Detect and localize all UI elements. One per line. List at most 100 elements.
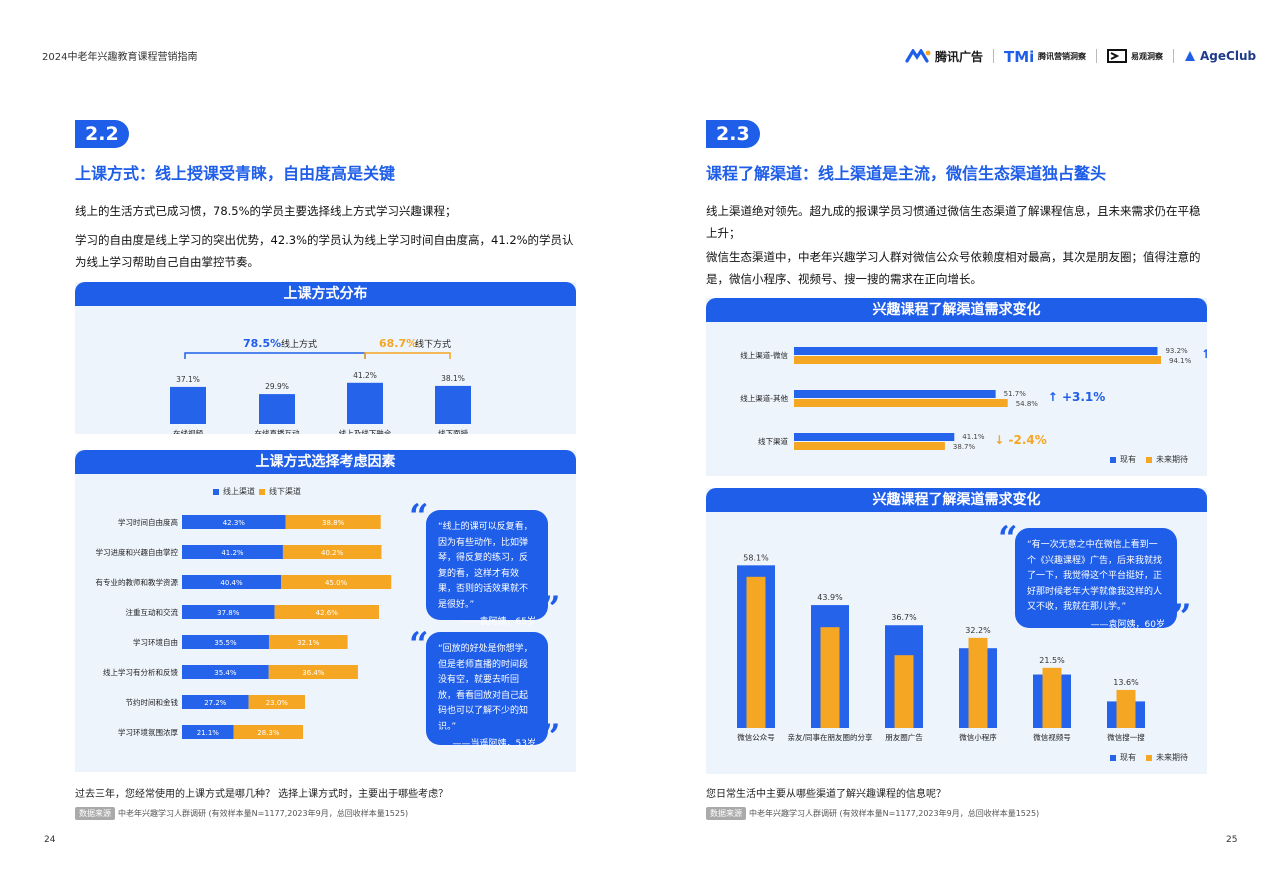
- bar: [435, 385, 471, 424]
- bar-online: [182, 665, 269, 679]
- bar-value-label: 38.7%: [953, 443, 976, 451]
- wechat-legend: 现有 未来期待: [1110, 752, 1188, 763]
- category-label: 学习时间自由度高: [118, 517, 178, 527]
- section-title: 课程了解渠道：线上渠道是主流，微信生态渠道独占鳌头: [706, 164, 1107, 183]
- bar-value-label: 29.9%: [265, 382, 289, 391]
- category-label: 学习环境氛围浓厚: [118, 727, 178, 737]
- quote-open-icon: “: [409, 497, 429, 537]
- quote-open-icon: “: [409, 625, 429, 665]
- legend-now: 现有: [1120, 455, 1136, 464]
- survey-question: 过去三年，您经常使用的上课方式是哪几种？ 选择上课方式时，主要出于哪些考虑？: [75, 789, 449, 800]
- page-number: 25: [1226, 835, 1238, 845]
- bar-future: [1116, 689, 1136, 728]
- change-label: ↓ -2.4%: [994, 433, 1047, 447]
- bar-value-label: 38.8%: [322, 519, 345, 527]
- quote-card: “有一次无意之中在微信上看到一个《兴趣课程》广告，后来我就找了一下，我觉得这个平…: [1015, 528, 1177, 630]
- bar-online: [182, 575, 281, 589]
- tencent-ads-label: 腾讯广告: [935, 49, 984, 64]
- bar-online: [182, 635, 269, 649]
- tencent-ads-logo: 腾讯广告: [905, 48, 983, 65]
- factors-panel: 上课方式选择考虑因素 线上渠道 线下渠道 学习时间自由度高 42.3% 38.8% 学…: [75, 450, 576, 772]
- ageclub-logo: AgeClub: [1184, 49, 1256, 63]
- quote-author: ——袁阿姨，60岁: [1090, 619, 1165, 630]
- bar-value-label: 93.2%: [1165, 347, 1188, 355]
- bar-value-label: 41.2%: [353, 371, 377, 380]
- offline-label: 线下方式: [415, 338, 451, 350]
- panel-title: 上课方式分布: [75, 282, 576, 306]
- source-tag: 数据来源: [75, 807, 115, 820]
- factors-legend: 线上渠道 线下渠道: [213, 486, 301, 497]
- source-text: 中老年兴趣学习人群调研 (有效样本量N=1177,2023年9月，总回收样本量1…: [118, 809, 409, 818]
- bar-online: [182, 605, 275, 619]
- class-mode-panel: 上课方式分布 78.5% 线上方式 68.7% 线下方式 37.1% 在线视频 29…: [75, 282, 576, 434]
- bar-value-label: 23.0%: [266, 699, 289, 707]
- quote-close-icon: ”: [541, 717, 561, 757]
- legend-swatch-now: [1110, 456, 1116, 463]
- bar-value-label: 41.2%: [221, 549, 244, 557]
- panel-title: 兴趣课程了解渠道需求变化: [706, 298, 1207, 322]
- bar-value-label: 45.0%: [325, 579, 348, 587]
- tencent-ads-icon: [905, 49, 931, 63]
- category-label: 线上渠道-微信: [740, 350, 788, 360]
- legend-now: 现有: [1120, 753, 1136, 762]
- quote-text: “有一次无意之中在微信上看到一个《兴趣课程》广告，后来我就找了一下，我觉得这个平…: [1027, 540, 1163, 612]
- bar-value-label: 36.7%: [891, 613, 917, 622]
- intro-paragraph-1: 线上渠道绝对领先。超九成的报课学员习惯通过微信生态渠道了解课程信息，且未来需求仍…: [706, 204, 1201, 240]
- bar-future: [894, 655, 914, 728]
- quote-card-1: “线上的课可以反复看，因为有些动作，比如弹琴，得反复的练习，反复的看，这样才有效…: [426, 510, 548, 627]
- panel-title: 上课方式选择考虑因素: [75, 450, 576, 474]
- tmi-label: 腾讯营销洞察: [1038, 51, 1087, 61]
- legend-online: 线上渠道: [223, 487, 255, 496]
- category-label: 微信小程序: [959, 732, 997, 742]
- document-title: 2024中老年兴趣教育课程营销指南: [42, 52, 198, 63]
- bar-value-label: 41.1%: [962, 433, 985, 441]
- bar-value-label: 42.3%: [223, 519, 246, 527]
- category-label: 朋友圈广告: [885, 732, 923, 742]
- bar: [347, 382, 383, 424]
- intro-paragraph-2: 微信生态渠道中，中老年兴趣学习人群对微信公众号依赖度相对最高，其次是朋友圈；值得…: [706, 250, 1201, 286]
- ageclub-icon: [1185, 51, 1196, 61]
- legend-swatch-future: [1146, 456, 1152, 463]
- bar: [259, 394, 295, 424]
- bar-offline: [268, 635, 348, 649]
- bar-value-label: 21.1%: [197, 729, 220, 737]
- channel-change-chart: 线上渠道-微信 93.2% 94.1% ↑ +0.9% 线上渠道-其他 51.7% 54.8…: [740, 347, 1207, 451]
- bar-value-label: 94.1%: [1169, 357, 1192, 365]
- bar-value-label: 32.2%: [965, 626, 991, 635]
- category-label: 微信视频号: [1033, 732, 1071, 742]
- bar-value-label: 27.2%: [204, 699, 227, 707]
- category-label: 学习环境自由: [133, 637, 178, 647]
- bar-future: [746, 576, 766, 728]
- category-label: 在线视频: [173, 428, 203, 434]
- svg-text:TMi: TMi: [1004, 48, 1034, 64]
- bar-future: [968, 637, 988, 728]
- legend-future: 未来期待: [1156, 753, 1188, 762]
- category-label: 亲友/同事在朋友圈的分享: [787, 732, 873, 742]
- eguan-logo: 易观洞察: [1107, 49, 1163, 63]
- eguan-label: 易观洞察: [1131, 51, 1164, 61]
- bar-offline: [268, 665, 358, 679]
- bar-now: [794, 390, 996, 398]
- quote-author: ——当遥阿姨，53岁: [452, 739, 536, 749]
- intro-paragraph-2: 学习的自由度是线上学习的突出优势，42.3%的学员认为线上学习时间自由度高，41…: [75, 233, 574, 269]
- bar-value-label: 43.9%: [817, 593, 843, 602]
- bar-future: [794, 356, 1161, 364]
- bar-value-label: 13.6%: [1113, 678, 1139, 687]
- source-text: 中老年兴趣学习人群调研 (有效样本量N=1177,2023年9月，总回收样本量1…: [749, 809, 1040, 818]
- bar-offline: [274, 605, 379, 619]
- class-mode-chart: 78.5% 线上方式 68.7% 线下方式 37.1% 在线视频 29.9% 在线直播…: [170, 337, 471, 434]
- bar-online: [182, 725, 234, 739]
- bar-value-label: 54.8%: [1016, 400, 1039, 408]
- category-label: 微信搜一搜: [1107, 732, 1145, 742]
- quote-card-2: “回放的好处是你想学，但是老师直播的时间段没有空，就要去听回放，看看回放对自己起…: [426, 632, 548, 749]
- wechat-channel-panel: 兴趣课程了解渠道需求变化 58.1% 微信公众号 43.9% 亲友/同事在朋友圈的分享…: [706, 488, 1207, 774]
- legend-swatch-online: [213, 488, 219, 495]
- bar-value-label: 32.1%: [297, 639, 320, 647]
- bar-value-label: 58.1%: [743, 553, 769, 562]
- bar-offline: [285, 515, 381, 529]
- section-badge: 2.2: [75, 120, 129, 148]
- section-title: 上课方式：线上授课受青睐，自由度高是关键: [75, 164, 396, 183]
- bar-offline: [248, 695, 305, 709]
- bar-future: [1042, 667, 1062, 728]
- quote-text: “回放的好处是你想学，但是老师直播的时间段没有空，就要去听回放，看看回放对自己起…: [438, 644, 533, 732]
